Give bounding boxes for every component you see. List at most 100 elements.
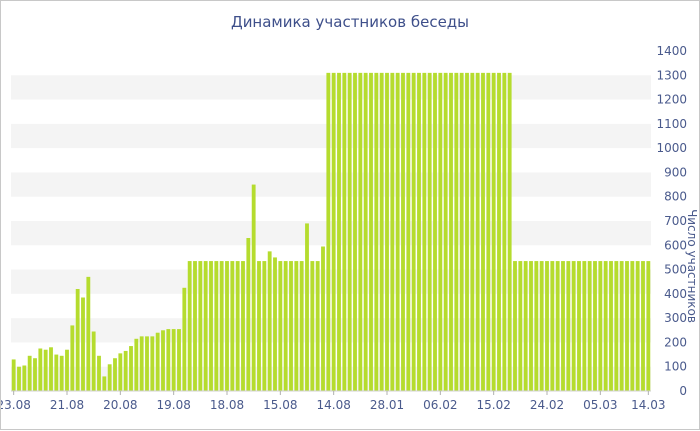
bar [198,261,203,391]
y-tick-label: 1000 [656,141,687,155]
bar [241,261,245,391]
bar [395,72,400,392]
y-tick-label: 0 [679,384,687,398]
bar [635,261,640,391]
bar [582,261,587,391]
bar [337,72,341,392]
bar [566,261,571,391]
bar [614,261,619,391]
bar [134,338,139,391]
bar [273,257,277,391]
grid-band [11,75,651,100]
bar [609,261,613,391]
bar [321,246,325,391]
grid-band [11,221,651,246]
bar [27,355,32,391]
bar [123,350,128,391]
bar [502,72,507,392]
bar [246,238,251,391]
y-tick-label: 1100 [656,117,687,131]
bar [235,261,240,391]
y-axis-ticks: 0 100 200 300 400 500 600 700 800 900 1000 1100 1200… [656,44,687,398]
y-tick-label: 1300 [656,68,687,82]
x-tick-label: 05.03 [583,398,617,412]
grid-band [11,366,651,391]
bar [145,336,149,391]
bar [406,72,411,392]
bar [310,261,315,391]
y-tick-label: 300 [664,311,687,325]
bar [262,261,267,391]
bar [283,261,288,391]
x-tick-label: 06.02 [423,398,457,412]
y-tick-label: 100 [664,360,687,374]
bar [139,336,144,391]
y-tick-label: 400 [664,287,687,301]
bar [593,261,597,391]
bar [305,223,309,391]
bar [518,261,523,391]
bar [214,261,219,391]
bar [539,261,544,391]
bar [587,261,592,391]
bar [491,72,496,392]
y-tick-label: 800 [664,190,687,204]
bar [555,261,560,391]
y-tick-label: 1200 [656,93,687,107]
bar [22,365,27,391]
bar [363,72,368,392]
bar [33,358,37,391]
bar [43,349,48,391]
bar [97,355,101,391]
bar [182,287,187,391]
bar [294,261,299,391]
grid-band [11,318,651,343]
bar [443,72,448,392]
grid-band [11,269,651,294]
bar [102,376,107,391]
bar [155,332,160,391]
bar [54,354,59,391]
bar [470,72,475,392]
x-tick-label: 15.02 [476,398,510,412]
bar [107,364,112,391]
bar [299,261,304,391]
bar [70,325,75,391]
bar [171,329,176,391]
bars [11,72,651,392]
x-tick-label: 14.08 [316,398,350,412]
bar [17,366,21,391]
bar [257,261,261,391]
bar [166,329,171,391]
bar [203,261,208,391]
y-axis-label: Число участников [685,209,699,323]
bar [86,276,91,391]
bar [459,72,464,392]
bar [278,261,283,391]
bar [481,72,485,392]
bar [465,72,469,392]
bar [353,72,357,392]
bar [225,261,229,391]
y-tick-label: 500 [664,263,687,277]
bar [374,72,379,392]
bar [571,261,576,391]
bar [347,72,352,392]
grid-band [11,172,651,197]
y-tick-label: 200 [664,335,687,349]
bar [454,72,459,392]
grid-band [11,123,651,149]
bar [619,261,624,391]
bar [219,261,224,391]
x-axis-ticks: 23.08 21.08 20.08 19.08 18.08 15.08 14.08 28.01… [1,391,666,412]
y-tick-label: 1400 [656,44,687,58]
bar [630,261,635,391]
bar [11,359,16,391]
bar [385,72,389,392]
bar [433,72,437,392]
bar [65,349,69,391]
y-tick-label: 900 [664,165,687,179]
bar [438,72,443,392]
y-tick-label: 600 [664,238,687,252]
